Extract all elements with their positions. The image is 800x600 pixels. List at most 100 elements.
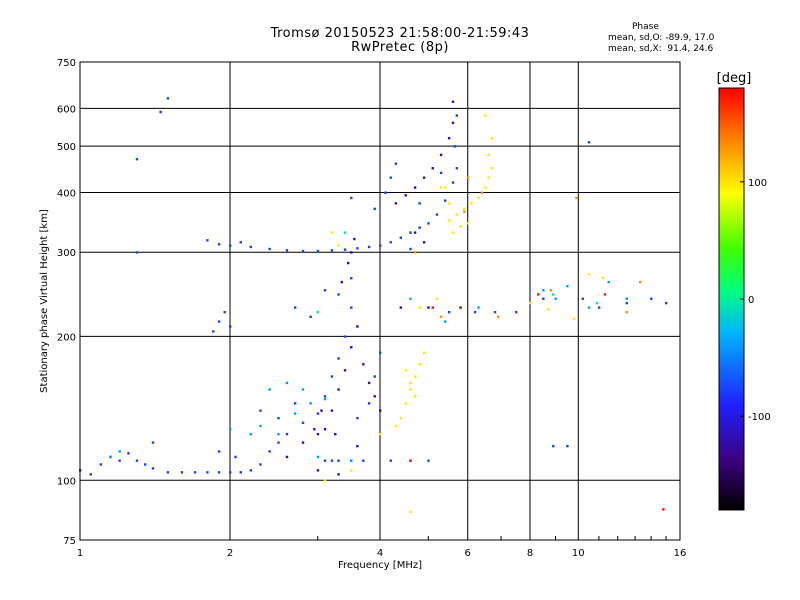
data-point <box>496 315 500 319</box>
data-point <box>409 388 412 391</box>
data-point <box>607 280 610 284</box>
data-point <box>316 432 320 436</box>
data-point <box>301 421 305 425</box>
data-point <box>413 251 417 254</box>
data-point <box>330 249 334 252</box>
data-point <box>554 297 557 300</box>
data-point <box>473 310 477 314</box>
data-point <box>323 289 327 292</box>
data-point <box>316 310 320 314</box>
data-point <box>409 231 412 234</box>
data-point <box>330 459 334 462</box>
data-point <box>350 469 353 472</box>
y-tick-label: 500 <box>57 142 76 153</box>
data-point <box>542 297 545 300</box>
data-point <box>587 141 591 144</box>
data-point <box>409 459 412 462</box>
data-point <box>447 219 451 222</box>
data-point <box>285 249 289 252</box>
data-point <box>249 245 253 249</box>
data-point <box>343 369 347 372</box>
data-point <box>285 455 289 459</box>
data-point <box>350 196 353 200</box>
data-point <box>166 471 170 474</box>
y-axis-label: Stationary phase Virtual Height [km] <box>39 209 50 393</box>
data-point <box>229 471 232 474</box>
data-point <box>118 459 121 462</box>
data-point <box>217 471 221 474</box>
data-point <box>477 306 480 309</box>
data-point <box>159 110 162 114</box>
data-point <box>427 459 430 462</box>
data-point <box>249 432 253 436</box>
x-tick-label: 4 <box>377 548 383 559</box>
data-point <box>639 280 642 284</box>
data-point <box>443 320 447 323</box>
data-point <box>404 369 407 372</box>
data-point <box>603 293 607 296</box>
data-point <box>212 330 215 333</box>
data-point <box>490 137 494 140</box>
x-tick-label: 1 <box>77 548 83 559</box>
data-point <box>356 444 359 448</box>
data-point <box>346 261 350 265</box>
data-point <box>447 137 451 140</box>
data-point <box>367 402 371 405</box>
data-point <box>439 315 443 319</box>
data-point <box>356 247 359 250</box>
data-point <box>477 196 480 200</box>
chart-subtitle: RwPretec (8p) <box>351 40 449 55</box>
colorbar-label: [deg] <box>717 71 752 86</box>
data-point <box>277 441 280 444</box>
data-point <box>379 409 382 412</box>
data-point <box>330 409 334 412</box>
data-point <box>206 239 209 242</box>
data-point <box>127 452 130 455</box>
data-point <box>362 363 365 366</box>
data-point <box>529 301 532 305</box>
data-point <box>650 297 653 300</box>
data-point <box>409 247 412 251</box>
data-point <box>350 306 353 309</box>
phase-stats-x: mean, sd,X: 91.4, 24.6 <box>608 44 714 54</box>
data-point <box>484 186 487 189</box>
data-point <box>330 375 334 378</box>
data-point <box>453 145 457 148</box>
data-point <box>229 428 232 431</box>
data-point <box>135 251 139 254</box>
data-point <box>350 346 353 349</box>
data-point <box>547 308 550 311</box>
data-point <box>337 244 340 247</box>
data-point <box>301 441 305 444</box>
data-point <box>625 297 628 300</box>
data-point <box>447 310 451 314</box>
axis-ticks: 1 2 4 6 8 10 16 75 100 200 300 400 500 600 750 <box>57 58 686 559</box>
data-point <box>451 181 455 184</box>
data-point <box>431 167 434 170</box>
data-point <box>490 167 494 170</box>
data-point <box>367 245 371 249</box>
data-point <box>443 199 447 202</box>
data-point <box>143 463 147 466</box>
data-point <box>109 455 112 459</box>
data-point <box>480 191 484 194</box>
data-point <box>350 251 353 254</box>
data-point <box>418 306 421 309</box>
data-point <box>285 432 289 436</box>
data-point <box>418 363 421 366</box>
data-point <box>135 158 139 161</box>
data-point <box>394 202 398 205</box>
data-point <box>259 409 262 412</box>
data-point <box>389 459 392 462</box>
data-point <box>451 231 455 234</box>
data-point <box>301 249 305 253</box>
data-point <box>463 207 466 211</box>
phase-stats-o: mean, sd,O: -89.9, 17.0 <box>608 33 715 43</box>
data-point <box>597 306 601 309</box>
data-point <box>343 248 347 251</box>
y-tick-label: 100 <box>57 476 76 487</box>
data-point <box>439 186 443 189</box>
data-point <box>277 432 280 436</box>
data-point <box>316 249 320 253</box>
data-point <box>316 412 320 415</box>
